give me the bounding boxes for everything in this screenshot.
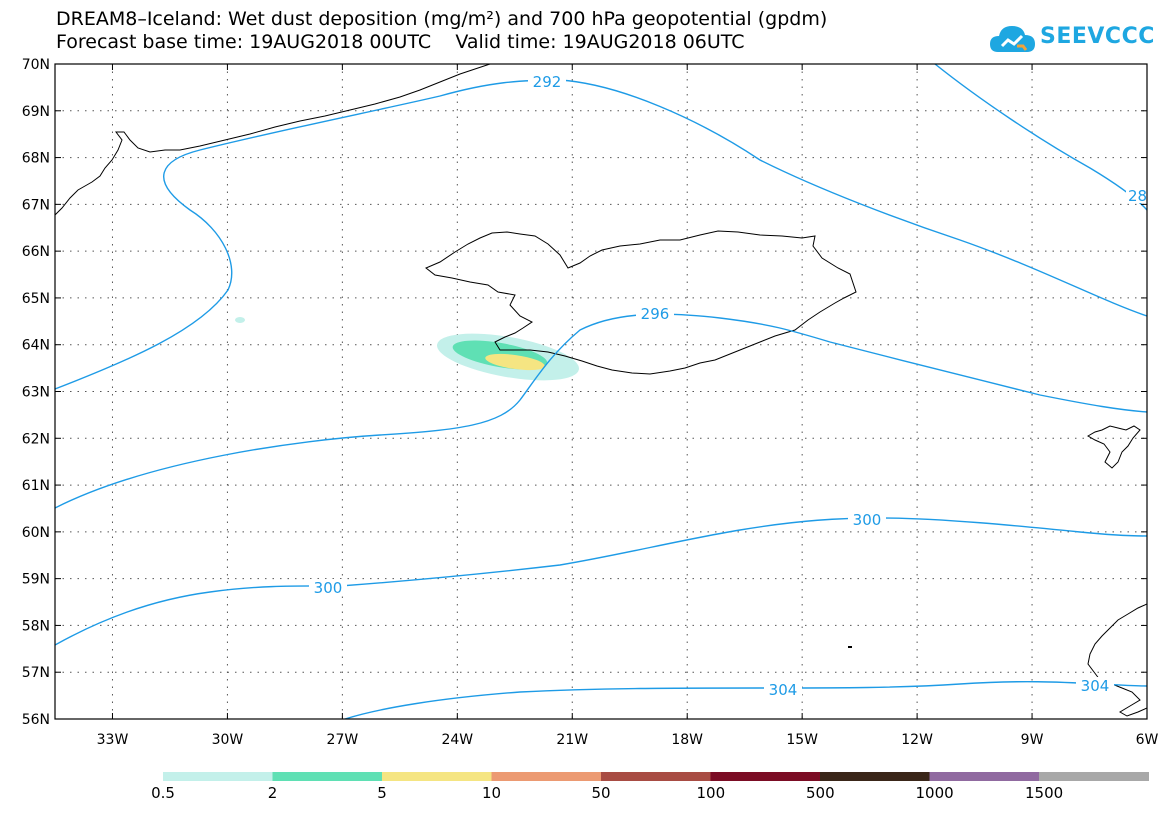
lat-label: 65N <box>22 291 50 307</box>
deposition-spot <box>235 317 245 323</box>
legend-label: 1500 <box>1025 784 1064 802</box>
contour-292 <box>55 79 1147 390</box>
lon-label: 12W <box>901 732 933 748</box>
contour-label: 296 <box>641 305 670 323</box>
contour-label: 304 <box>1081 677 1110 695</box>
legend-colorbar <box>163 772 1149 781</box>
legend-swatch <box>820 772 930 781</box>
map-area <box>55 64 1147 719</box>
lat-label: 62N <box>22 431 50 447</box>
map-title: DREAM8–Iceland: Wet dust deposition (mg/… <box>56 8 828 30</box>
seevccc-logo: SEEVCCC <box>988 20 1168 60</box>
legend-swatch <box>491 772 602 781</box>
legend-label: 5 <box>377 784 387 802</box>
deposition-level-5 <box>485 353 545 371</box>
lat-label: 66N <box>22 244 50 260</box>
lon-label: 33W <box>97 732 129 748</box>
lat-label: 56N <box>22 712 50 728</box>
coastlines <box>55 64 1147 717</box>
legend-label: 2 <box>267 784 278 802</box>
cloud-icon <box>990 26 1035 52</box>
lat-label: 64N <box>22 338 50 354</box>
lat-label: 57N <box>22 665 50 681</box>
legend-swatch <box>1039 772 1149 781</box>
contour-label: 28 <box>1128 187 1147 205</box>
latitude-labels: 70N 69N 68N 67N 66N 65N 64N 63N 62N 61N 60N 59N 58N 5… <box>22 57 50 728</box>
axis-ticks <box>55 63 1148 720</box>
lon-label: 21W <box>556 732 588 748</box>
lon-label: 24W <box>441 732 473 748</box>
legend-swatch <box>272 772 383 781</box>
legend-label: 0.5 <box>151 784 175 802</box>
contour-label: 292 <box>533 73 562 91</box>
coastline-faroe <box>1086 425 1141 469</box>
legend-swatch <box>929 772 1040 781</box>
longitude-labels: 33W 30W 27W 24W 21W 18W 15W 12W 9W 6W <box>97 732 1159 748</box>
lat-label: 61N <box>22 478 50 494</box>
contour-label: 300 <box>314 579 343 597</box>
contour-label: 300 <box>853 511 882 529</box>
lon-label: 18W <box>671 732 703 748</box>
lat-label: 70N <box>22 57 50 73</box>
lat-label: 59N <box>22 572 50 588</box>
contour-300-a <box>55 517 1147 646</box>
logo-text: SEEVCCC <box>1040 24 1155 49</box>
coastline-iceland <box>425 230 857 375</box>
map-subtitle: Forecast base time: 19AUG2018 00UTC Vali… <box>56 31 745 53</box>
lat-label: 68N <box>22 151 50 167</box>
legend-swatch <box>382 772 492 781</box>
lon-label: 6W <box>1136 732 1159 748</box>
contour-labels: 292 296 300 300 304 304 28 <box>309 73 1147 699</box>
legend-swatch <box>163 772 273 781</box>
legend-label: 100 <box>696 784 726 802</box>
legend-label: 50 <box>591 784 611 802</box>
legend-label: 500 <box>806 784 835 802</box>
coastline-greenland <box>55 64 491 216</box>
lon-label: 27W <box>327 732 359 748</box>
lat-label: 58N <box>22 618 50 634</box>
legend-swatch <box>710 772 821 781</box>
legend-label: 10 <box>481 784 502 802</box>
lon-label: 15W <box>786 732 818 748</box>
lon-label: 30W <box>212 732 244 748</box>
legend-label: 1000 <box>915 784 954 802</box>
lon-label: 9W <box>1021 732 1044 748</box>
lat-label: 63N <box>22 385 50 401</box>
legend-swatch <box>601 772 711 781</box>
coastline-scotland <box>1087 603 1147 717</box>
lat-label: 67N <box>22 197 50 213</box>
contour-296 <box>55 313 1147 509</box>
lat-label: 69N <box>22 104 50 120</box>
lat-label: 60N <box>22 525 50 541</box>
contour-label: 304 <box>769 681 798 699</box>
